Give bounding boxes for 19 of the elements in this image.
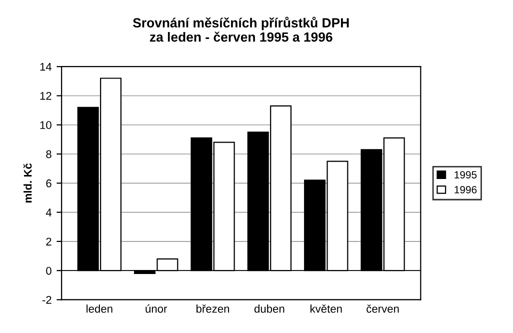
y-tick-label: 4: [46, 208, 52, 216]
x-tick-label: březen: [196, 304, 230, 313]
x-tick-label: únor: [146, 304, 168, 313]
legend-label: 1995: [454, 171, 477, 178]
y-tick-label: 2: [46, 238, 52, 246]
y-tick-label: -2: [42, 296, 52, 304]
y-tick-label: 10: [40, 121, 52, 130]
y-tick-label: 0: [46, 266, 52, 275]
x-tick-label: duben: [254, 304, 284, 313]
x-tick-label: leden: [86, 304, 112, 313]
y-axis-title: mld. Kč: [23, 163, 32, 202]
x-tick-label: červen: [366, 304, 399, 313]
y-tick-label: 6: [46, 179, 52, 188]
chart-title: Srovnání měsíčních přírůstků DPH za leden - červen 1995 a 1996: [132, 16, 349, 42]
y-tick-label: 8: [46, 150, 52, 158]
legend-label: 1996: [454, 186, 477, 194]
x-tick-label: květen: [310, 304, 342, 313]
y-tick-label: 12: [40, 92, 52, 100]
y-tick-label: 14: [40, 62, 52, 71]
